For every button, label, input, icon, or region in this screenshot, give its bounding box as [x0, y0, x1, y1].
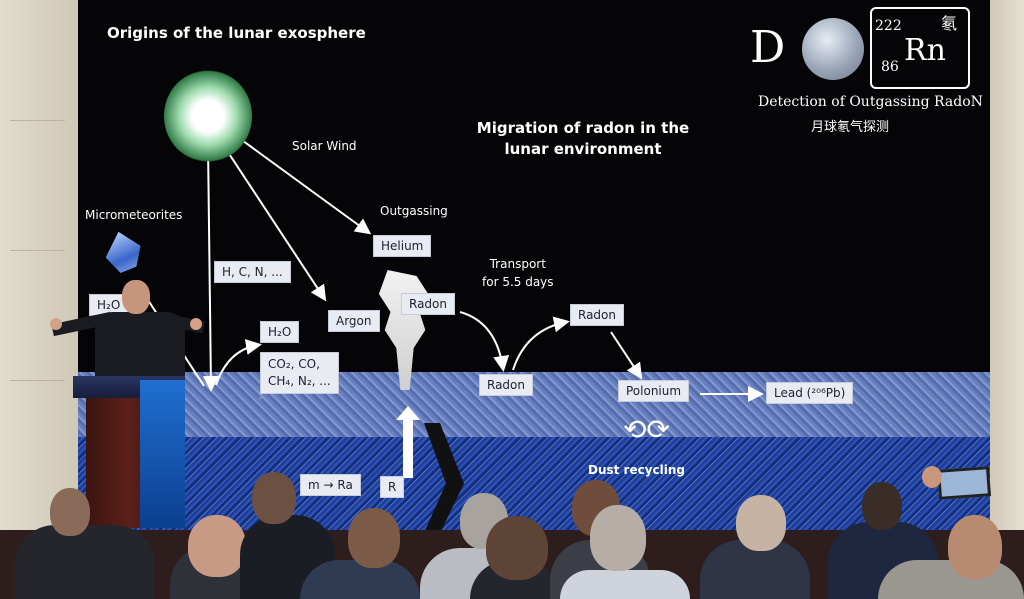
logo-chinese-tagline: 月球氡气探测 — [811, 120, 890, 135]
element-mass-number: 222 — [875, 18, 902, 34]
box-radon-plume: Radon — [401, 293, 455, 315]
speaker-left-hand — [50, 318, 62, 330]
wall-panel-line — [10, 380, 65, 381]
speaker-right-hand — [190, 318, 202, 330]
audience-member — [15, 525, 155, 599]
box-helium: Helium — [373, 235, 432, 257]
audience-head — [50, 488, 90, 536]
arrow-radon-up — [512, 316, 570, 371]
audience-head — [486, 516, 548, 580]
box-polonium: Polonium — [618, 380, 690, 402]
element-symbol: Rn — [904, 33, 946, 68]
raised-hand — [922, 466, 942, 488]
box-h2o-center: H₂O — [260, 321, 300, 343]
box-hcn: H, C, N, ... — [214, 261, 291, 283]
smartphone-icon — [937, 466, 991, 500]
arrow-radon-polonium — [610, 331, 643, 380]
arrow-sun-helium — [227, 129, 372, 235]
wall-panel-line — [10, 120, 65, 121]
audience-head — [590, 505, 646, 571]
box-argon: Argon — [328, 310, 380, 332]
heading-radon-migration: Migration of radon in the lunar environm… — [476, 119, 690, 158]
box-radon-ground: Radon — [479, 374, 533, 396]
heading-lunar-exosphere: Origins of the lunar exosphere — [107, 24, 366, 42]
audience-member — [878, 560, 1024, 599]
moon-icon — [802, 18, 864, 80]
right-wall — [988, 0, 1024, 599]
logo-letter-d: D — [750, 22, 786, 73]
logo-tagline: Detection of Outgassing RadoN — [758, 94, 983, 110]
audience-head — [736, 495, 786, 551]
audience-head — [252, 472, 296, 524]
element-chinese-char: 氡 — [941, 14, 958, 33]
audience-head — [188, 515, 246, 577]
element-atomic-number: 86 — [881, 59, 899, 75]
element-tile — [870, 7, 970, 89]
box-gases: CO₂, CO, CH₄, N₂, ... — [260, 352, 339, 394]
audience-head — [948, 515, 1002, 579]
box-radon-bottom: R — [380, 476, 405, 498]
arrow-radon-down — [459, 311, 510, 372]
label-micrometeorites: Micrometeorites — [85, 208, 183, 222]
audience-head — [862, 482, 902, 530]
podium-blue-panel — [140, 380, 185, 528]
label-solar-wind: Solar Wind — [292, 139, 357, 153]
speaker-head — [122, 280, 150, 314]
wall-panel-line — [10, 250, 65, 251]
recycle-arrows-icon: ⟲⟳ — [623, 413, 670, 446]
arrow-ground-h2o — [215, 339, 262, 386]
arrow-sun-ground — [202, 144, 219, 392]
label-outgassing: Outgassing — [380, 204, 448, 218]
sun-icon — [164, 70, 252, 162]
projection-screen: ⟲⟳ Origins of the lunar exosphere Migrat… — [78, 0, 990, 540]
audience-head — [348, 508, 400, 568]
label-transport: Transport for 5.5 days — [482, 257, 554, 289]
audience-member — [560, 570, 690, 599]
box-radon-hop: Radon — [570, 304, 624, 326]
box-radium-partial: m → Ra — [300, 474, 361, 496]
label-dust-recycling: Dust recycling — [588, 463, 686, 477]
audience-member — [300, 560, 420, 599]
arrow-sun-argon — [219, 139, 327, 302]
up-arrow-icon — [396, 406, 420, 478]
box-lead: Lead (²⁰⁶Pb) — [766, 382, 854, 404]
